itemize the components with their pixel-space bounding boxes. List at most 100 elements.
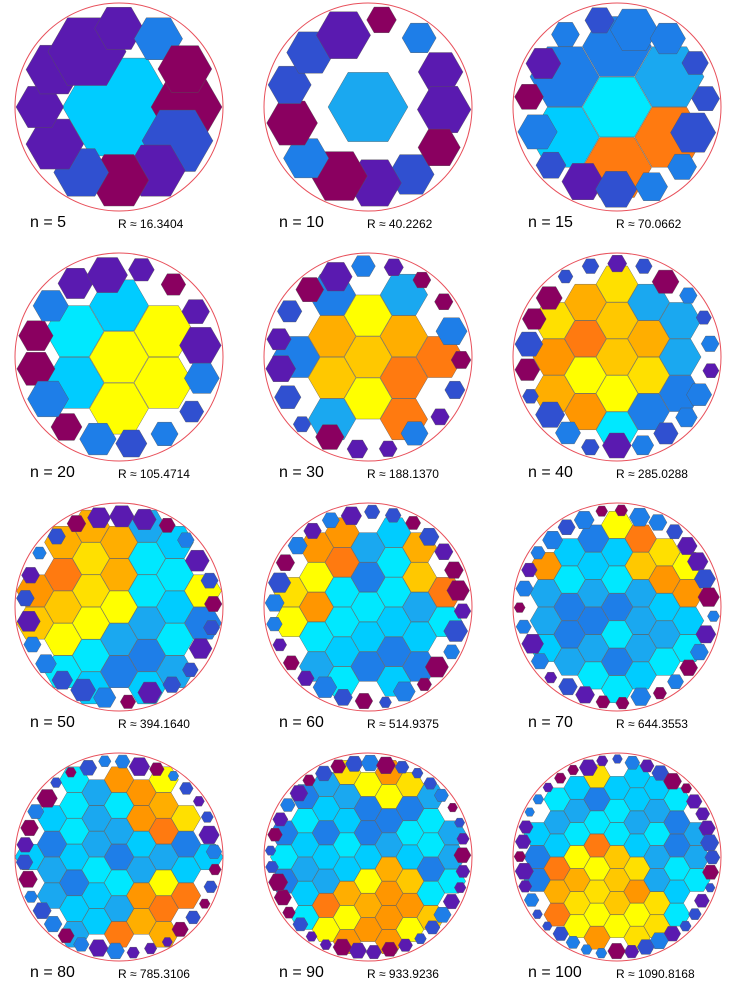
hexagon-tile — [291, 881, 320, 906]
hexagon-tile-small — [675, 407, 698, 428]
hexagon-tile-small — [345, 755, 364, 772]
hexagon-tile — [395, 869, 424, 894]
hexagon-tile-small — [272, 812, 289, 827]
hexagon-tile — [312, 869, 341, 894]
hexagon-tile-small — [532, 909, 543, 919]
hexagon-tile-small — [182, 662, 199, 677]
hexagon-tile — [72, 639, 110, 672]
hexagon-tile-small — [614, 504, 628, 517]
hexagon-tile-small — [552, 926, 569, 941]
hexagon-tile — [624, 606, 657, 635]
hexagon-tile-small — [330, 759, 347, 774]
hexagon-tile-small — [115, 429, 148, 458]
hexagon-tile — [543, 856, 571, 881]
hexagon-tile-small — [198, 825, 220, 845]
hexagon-tile-small — [346, 439, 369, 459]
hexagon-tile-small — [264, 845, 277, 856]
n-label: n = 90 — [279, 964, 324, 981]
hexagon-tile-small — [126, 946, 140, 959]
packing-panel-n20: n = 20 R ≈ 105.4714 — [0, 250, 249, 500]
hexagon-tile-small — [679, 659, 698, 676]
hexagon-tile — [81, 908, 112, 935]
hexagon-tile — [416, 808, 445, 833]
hexagon-tile — [148, 869, 179, 896]
hexagon-tile — [374, 784, 404, 809]
hexagon-tile — [563, 868, 591, 892]
hexagon-tile-small — [418, 528, 440, 546]
hexagon-tile — [595, 265, 639, 303]
hexagon-tile-small — [161, 937, 173, 947]
hexagon-tile-small — [149, 762, 165, 776]
hexagon-tile-small — [98, 755, 112, 767]
hexagon-tile-small — [514, 84, 544, 110]
hexagon-tile-small — [181, 299, 210, 324]
container-circle — [263, 752, 473, 962]
hexagon-tile-small — [321, 512, 340, 528]
hexagon-tile-small — [635, 258, 653, 274]
hexagon-tile — [156, 590, 194, 624]
hexagon-tile — [72, 542, 110, 575]
hexagon-tile — [59, 792, 90, 819]
hexagon-tile-small — [688, 908, 702, 920]
hexagon-tile-small — [607, 943, 626, 960]
hexagon-tile-small — [21, 567, 40, 584]
hexagon-tile — [643, 822, 671, 846]
hexagon-group — [264, 504, 472, 709]
hexagon-tile-small — [109, 505, 135, 528]
hexagon-tile-small — [542, 531, 564, 550]
packing-drawing — [14, 502, 224, 712]
hexagon-tile-small — [450, 351, 472, 369]
hexagon-tile-small — [522, 389, 539, 404]
hexagon-tile-small — [542, 921, 553, 931]
hexagon-tile-small — [392, 681, 416, 702]
hexagon-tile — [601, 565, 633, 594]
hexagon-tile-small — [204, 596, 223, 612]
packing-drawing — [512, 752, 722, 962]
hexagon-tile-small — [79, 423, 117, 456]
hexagon-tile-small — [686, 383, 712, 406]
hexagon-tile — [595, 302, 639, 339]
hexagon-tile — [595, 338, 639, 376]
hexagon-tile-small — [679, 287, 698, 304]
hexagon-tile — [350, 651, 386, 682]
hexagon-tile — [663, 833, 691, 858]
hexagon-tile-small — [704, 850, 721, 865]
hexagon-tile — [379, 357, 428, 399]
hexagon-tile-small — [530, 546, 546, 560]
hexagon-tile — [564, 356, 607, 394]
hexagon-tile — [601, 648, 633, 676]
radius-label: R ≈ 394.1640 — [118, 717, 190, 731]
packing-panel-n90: n = 90 R ≈ 933.9236 — [249, 750, 498, 1000]
hexagon-tile-small — [275, 554, 295, 571]
hexagon-tile-small — [557, 269, 574, 284]
hexagon-tile-small — [695, 807, 710, 821]
hexagon-tile-small — [523, 893, 540, 907]
hexagon-tile-small — [73, 937, 90, 952]
hexagon-tile — [270, 844, 299, 870]
n-label: n = 50 — [30, 714, 75, 731]
hexagon-tile-small — [128, 757, 151, 776]
hexagon-group — [264, 755, 472, 959]
hexagon-tile-small — [595, 505, 608, 517]
packing-drawing — [263, 2, 473, 212]
hexagon-tile-small — [354, 693, 373, 709]
hexagon-tile — [126, 779, 157, 806]
hexagon-tile — [659, 338, 702, 376]
container-circle — [512, 2, 722, 212]
packing-panel-n50: n = 50 R ≈ 394.1640 — [0, 500, 249, 750]
hexagon-tile-small — [542, 782, 554, 793]
hexagon-tile-small — [87, 507, 111, 529]
hexagon-tile-small — [455, 865, 471, 878]
hexagon-tile-small — [57, 928, 75, 943]
hexagon-tile — [332, 905, 362, 930]
hexagon-tile-small — [16, 590, 35, 607]
hexagon-tile-small — [171, 921, 189, 937]
hexagon-group — [14, 754, 224, 959]
hexagon-tile-small — [332, 938, 352, 956]
hexagon-tile — [104, 921, 134, 948]
hexagon-tile-small — [637, 939, 655, 955]
hexagon-tile — [563, 822, 591, 846]
hexagon-tile-small — [264, 594, 285, 612]
hexagon-tile — [577, 524, 610, 553]
hexagon-tile — [603, 799, 631, 823]
